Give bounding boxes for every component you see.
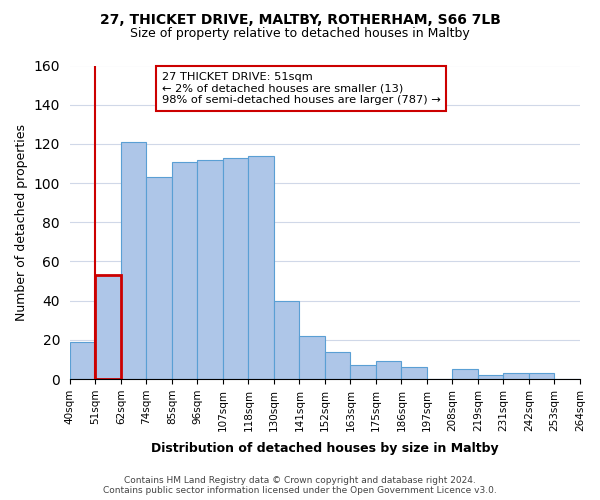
Bar xyxy=(503,373,529,379)
Bar xyxy=(70,342,95,379)
Bar xyxy=(197,160,223,379)
Bar xyxy=(274,300,299,379)
Bar xyxy=(95,275,121,379)
Bar xyxy=(452,369,478,379)
Bar xyxy=(401,368,427,379)
Text: 27, THICKET DRIVE, MALTBY, ROTHERHAM, S66 7LB: 27, THICKET DRIVE, MALTBY, ROTHERHAM, S6… xyxy=(100,12,500,26)
Y-axis label: Number of detached properties: Number of detached properties xyxy=(15,124,28,321)
Bar xyxy=(95,275,121,379)
Bar xyxy=(478,375,503,379)
Bar xyxy=(529,373,554,379)
Bar xyxy=(350,366,376,379)
Bar xyxy=(376,362,401,379)
Bar xyxy=(223,158,248,379)
Bar xyxy=(248,156,274,379)
Bar xyxy=(325,352,350,379)
Bar xyxy=(146,177,172,379)
Bar xyxy=(299,336,325,379)
X-axis label: Distribution of detached houses by size in Maltby: Distribution of detached houses by size … xyxy=(151,442,499,455)
Text: 27 THICKET DRIVE: 51sqm
← 2% of detached houses are smaller (13)
98% of semi-det: 27 THICKET DRIVE: 51sqm ← 2% of detached… xyxy=(161,72,440,105)
Text: Size of property relative to detached houses in Maltby: Size of property relative to detached ho… xyxy=(130,28,470,40)
Text: Contains HM Land Registry data © Crown copyright and database right 2024.
Contai: Contains HM Land Registry data © Crown c… xyxy=(103,476,497,495)
Bar xyxy=(121,142,146,379)
Bar xyxy=(172,162,197,379)
